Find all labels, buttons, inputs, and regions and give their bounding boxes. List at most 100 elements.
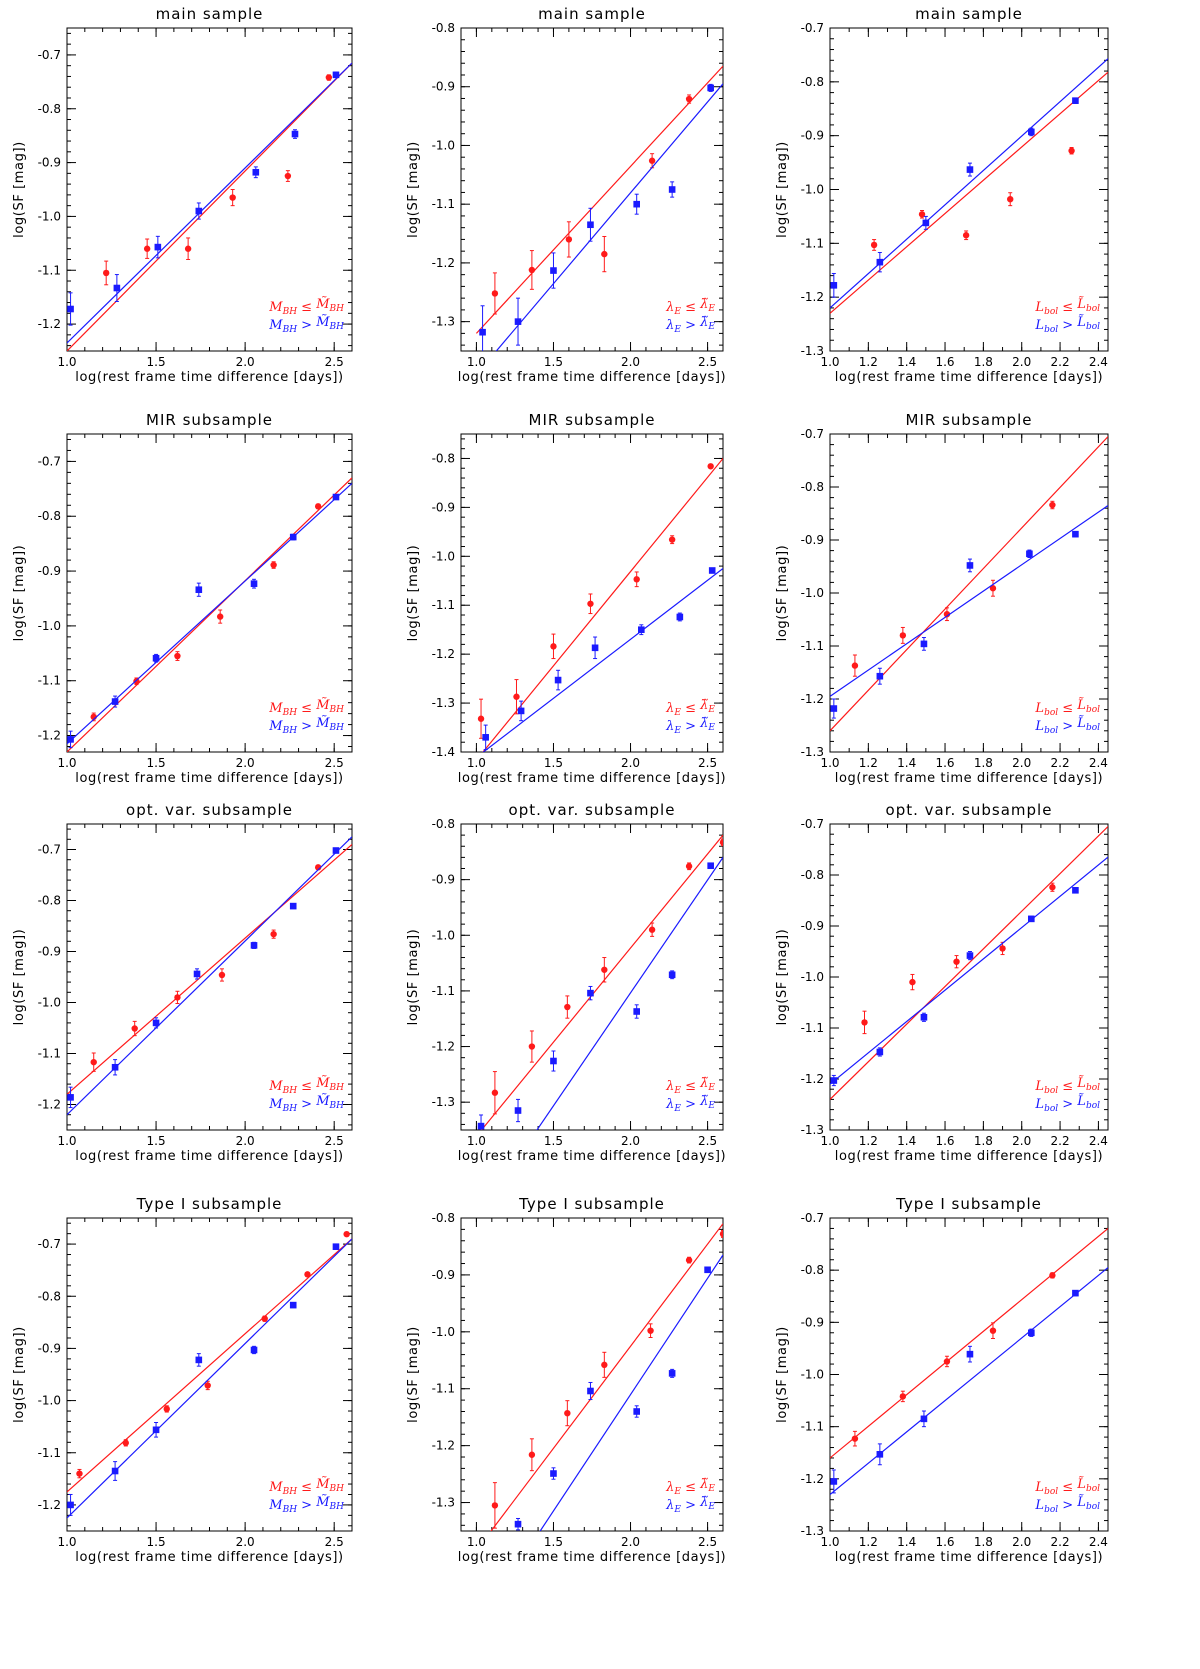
data-point-square xyxy=(920,1013,928,1021)
x-tick-label: 2.0 xyxy=(1012,1134,1031,1148)
legend-entry: Lbol ≤ L̃bol xyxy=(1034,1075,1100,1096)
x-tick-label: 2.0 xyxy=(621,756,640,770)
y-tick-label: -0.7 xyxy=(801,21,824,35)
legend-tspan: E xyxy=(673,1487,681,1497)
y-tick-label: -1.2 xyxy=(38,1098,61,1112)
y-axis-label: log(SF [mag]) xyxy=(12,1326,27,1423)
data-point-square xyxy=(550,267,557,274)
panel-2: main sample 1.0 1.5 2.0 2.5 -1.3 -1.2 -1.1 -1.0 -… xyxy=(406,5,726,385)
legend-entry: Lbol ≤ L̃bol xyxy=(1034,296,1100,317)
y-tick-label: -1.1 xyxy=(801,639,824,653)
data-point-circle xyxy=(861,1019,868,1026)
data-point-square xyxy=(966,1350,974,1358)
panel-4: MIR subsample 1.0 1.5 2.0 2.5 -1.2 -1.1 -1.0 -0.… xyxy=(12,411,353,786)
data-point-square xyxy=(517,707,525,715)
legend-tspan: ≤ xyxy=(1058,1480,1077,1495)
data-point-square xyxy=(830,1077,838,1084)
legend-tspan: ≤ xyxy=(1058,701,1077,716)
data-point-circle xyxy=(648,157,656,164)
data-point-circle xyxy=(851,662,859,669)
fit-line-red xyxy=(475,65,723,334)
plot-area xyxy=(67,836,352,1116)
legend-tspan: bol xyxy=(1044,726,1058,736)
legend-tspan: > xyxy=(681,719,700,734)
y-tick-label: -1.1 xyxy=(38,263,61,277)
data-point-square xyxy=(591,644,599,652)
y-axis-label: log(SF [mag]) xyxy=(406,929,421,1026)
legend-tspan: BH xyxy=(329,1484,345,1494)
legend-tspan: bol xyxy=(1044,708,1058,718)
data-point-circle xyxy=(325,74,333,81)
data-point-square xyxy=(67,1094,74,1101)
y-tick-label: -0.8 xyxy=(38,1289,61,1303)
legend-tspan: λ xyxy=(665,1498,674,1513)
legend-entry: MBH > M̃BH xyxy=(268,314,344,335)
y-tick-label: -1.3 xyxy=(432,1095,455,1109)
y-tick-label: -1.1 xyxy=(432,598,455,612)
data-point-circle xyxy=(633,576,640,583)
y-tick-label: -0.9 xyxy=(432,1268,455,1282)
y-axis-label: log(SF [mag]) xyxy=(775,141,790,238)
data-point-square xyxy=(707,84,714,92)
legend-tspan: M xyxy=(268,300,283,315)
x-tick-label: 1.0 xyxy=(820,355,839,369)
legend-entry: MBH ≤ M̃BH xyxy=(268,1075,344,1096)
x-axis-label: log(rest frame time difference [days]) xyxy=(458,370,726,385)
y-tick-label: -0.8 xyxy=(801,868,824,882)
legend-tspan: L xyxy=(1034,1097,1044,1112)
y-tick-label: -1.0 xyxy=(801,1368,824,1382)
data-point-square xyxy=(1028,1329,1035,1337)
data-point-circle xyxy=(550,643,557,650)
fit-line-blue xyxy=(830,856,1108,1085)
data-point-circle xyxy=(76,1470,83,1477)
x-tick-label: 2.0 xyxy=(236,1134,255,1148)
y-axis-label: log(SF [mag]) xyxy=(406,141,421,238)
plot-frame xyxy=(460,433,724,753)
y-tick-label: -0.9 xyxy=(432,80,455,94)
legend-tspan: E xyxy=(707,322,715,332)
x-tick-label: 1.0 xyxy=(57,355,76,369)
legend-tspan: E xyxy=(707,1484,715,1494)
y-tick-label: -1.4 xyxy=(432,745,455,759)
legend-tspan: bol xyxy=(1086,705,1100,715)
data-point-square xyxy=(550,1057,557,1065)
data-point-circle xyxy=(953,958,960,965)
data-point-square xyxy=(1026,550,1033,558)
x-tick-label: 1.8 xyxy=(974,355,993,369)
legend-tspan: λ xyxy=(665,701,674,716)
legend-tspan: L xyxy=(1034,318,1044,333)
legend-tspan: λ xyxy=(665,300,674,315)
legend-tspan: M̃ xyxy=(315,697,330,713)
fit-line-red xyxy=(830,826,1108,1100)
data-point-square xyxy=(633,200,640,208)
legend-tspan: L xyxy=(1034,300,1044,315)
data-point-square xyxy=(154,243,162,251)
data-point-circle xyxy=(284,172,292,180)
data-point-square xyxy=(587,1387,594,1395)
data-point-square xyxy=(67,305,74,313)
x-tick-label: 2.0 xyxy=(236,756,255,770)
data-point-circle xyxy=(1068,147,1075,154)
data-point-circle xyxy=(270,561,277,569)
data-point-circle xyxy=(491,1502,499,1509)
y-tick-label: -0.9 xyxy=(38,945,61,959)
legend-tspan: L xyxy=(1034,1079,1044,1094)
legend-tspan: M̃ xyxy=(315,1075,330,1091)
x-tick-label: 2.2 xyxy=(1051,1134,1070,1148)
fit-line-blue xyxy=(830,58,1108,309)
legend-tspan: bol xyxy=(1086,723,1100,733)
panel-11: Type I subsample 1.0 1.5 2.0 2.5 -1.3 -1.2 -1.1… xyxy=(406,1195,726,1565)
fit-line-red xyxy=(830,436,1108,732)
y-tick-label: -1.3 xyxy=(801,1524,824,1538)
y-tick-label: -0.9 xyxy=(432,873,455,887)
legend-tspan: BH xyxy=(329,1101,345,1111)
data-point-square xyxy=(514,1107,522,1114)
y-tick-label: -0.7 xyxy=(38,454,61,468)
y-tick-label: -0.9 xyxy=(38,1341,61,1355)
y-tick-label: -1.0 xyxy=(801,586,824,600)
y-tick-label: -1.3 xyxy=(801,344,824,358)
data-point-circle xyxy=(943,1358,951,1365)
data-point-square xyxy=(587,989,594,997)
data-point-square xyxy=(67,736,74,743)
x-tick-label: 1.4 xyxy=(897,1535,916,1549)
